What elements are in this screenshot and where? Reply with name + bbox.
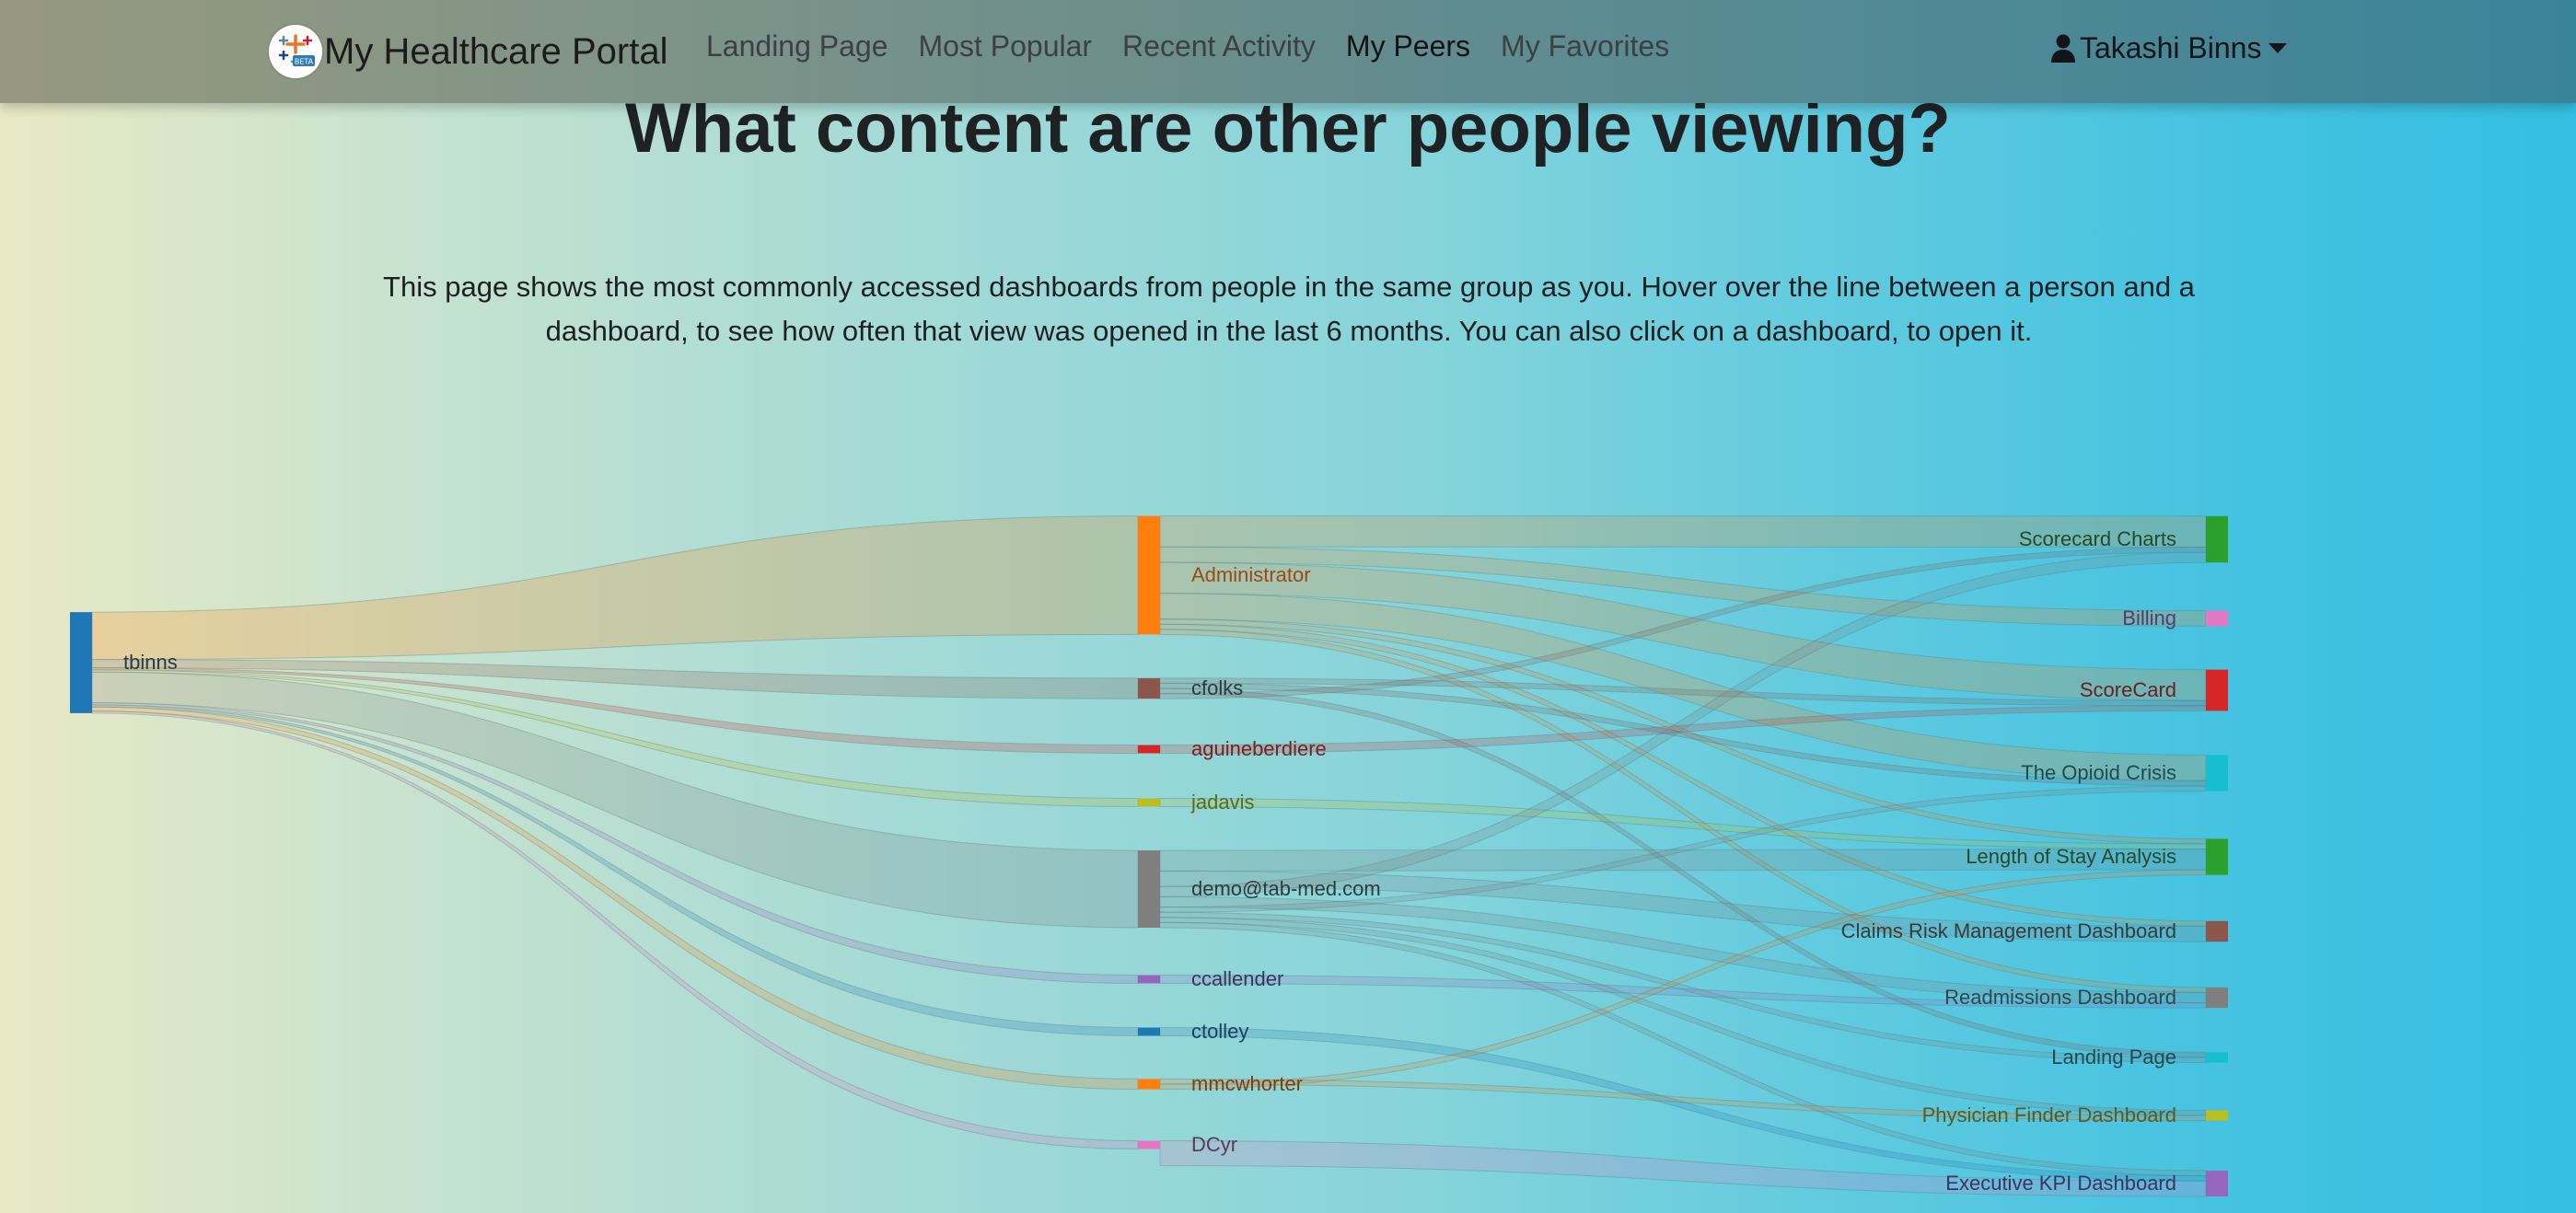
- node-label-dcyr: DCyr: [1191, 1133, 1237, 1156]
- nav-recent-activity[interactable]: Recent Activity: [1122, 29, 1316, 63]
- node-dashboard-scorecard[interactable]: [2206, 669, 2228, 711]
- link-demo-tab-med-com-to-executive-kpi-dashboard[interactable]: [1159, 921, 2207, 1177]
- node-peer-administrator[interactable]: [1138, 515, 1160, 635]
- beta-badge: BETA: [295, 58, 314, 66]
- nav-my-peers[interactable]: My Peers: [1345, 29, 1471, 63]
- dashboard-link-scorecard[interactable]: ScoreCard: [2080, 678, 2176, 701]
- link-jadavis-to-length-of-stay-analysis[interactable]: [1159, 797, 2207, 850]
- node-label-tbinns: tbinns: [123, 651, 178, 674]
- node-label-cfolks: cfolks: [1191, 676, 1243, 699]
- dashboard-link-landing-page[interactable]: Landing Page: [2051, 1045, 2176, 1069]
- node-label-aguineberdiere: aguineberdiere: [1191, 737, 1327, 760]
- link-tbinns-to-demo-tab-med-com[interactable]: [91, 671, 1139, 929]
- node-label-ctolley: ctolley: [1191, 1020, 1248, 1043]
- nav-my-favorites[interactable]: My Favorites: [1501, 29, 1670, 63]
- brand[interactable]: BETA My Healthcare Portal: [269, 22, 667, 81]
- node-dashboard-length-of-stay-analysis[interactable]: [2206, 838, 2228, 875]
- node-dashboard-claims-risk-management-dashboard[interactable]: [2206, 920, 2228, 942]
- link-tbinns-to-administrator[interactable]: [91, 515, 1139, 661]
- node-label-jadavis: jadavis: [1190, 791, 1254, 814]
- dashboard-link-claims-risk-management-dashboard[interactable]: Claims Risk Management Dashboard: [1841, 919, 2176, 942]
- nav-landing-page[interactable]: Landing Page: [706, 29, 888, 63]
- link-aguineberdiere-to-scorecard[interactable]: [1159, 705, 2207, 755]
- chevron-down-icon: [2269, 43, 2288, 53]
- node-dashboard-physician-finder-dashboard[interactable]: [2206, 1110, 2228, 1121]
- node-dashboard-landing-page[interactable]: [2206, 1052, 2228, 1063]
- node-peer-mmcwhorter[interactable]: [1138, 1079, 1160, 1090]
- node-peer-dcyr[interactable]: [1138, 1140, 1160, 1149]
- brand-title[interactable]: My Healthcare Portal: [324, 30, 668, 72]
- dashboard-link-length-of-stay-analysis[interactable]: Length of Stay Analysis: [1966, 845, 2176, 868]
- main-nav: Landing Page Most Popular Recent Activit…: [706, 29, 1700, 64]
- dashboard-link-billing[interactable]: Billing: [2122, 606, 2176, 630]
- user-name: Takashi Binns: [2080, 31, 2262, 64]
- node-dashboard-the-opioid-crisis[interactable]: [2206, 755, 2228, 791]
- link-administrator-to-billing[interactable]: [1159, 546, 2207, 627]
- page-intro: This page shows the most commonly access…: [383, 271, 2195, 347]
- node-label-administrator: Administrator: [1191, 563, 1311, 586]
- node-peer-ccallender[interactable]: [1138, 975, 1160, 984]
- user-icon: [2051, 34, 2075, 63]
- dashboard-link-scorecard-charts[interactable]: Scorecard Charts: [2019, 527, 2176, 550]
- node-dashboard-executive-kpi-dashboard[interactable]: [2206, 1171, 2228, 1196]
- nav-most-popular[interactable]: Most Popular: [918, 29, 1093, 63]
- node-label-demo-tab-med-com: demo@tab-med.com: [1191, 877, 1381, 900]
- node-peer-aguineberdiere[interactable]: [1138, 745, 1160, 754]
- node-dashboard-billing[interactable]: [2206, 610, 2228, 627]
- node-peer-jadavis[interactable]: [1138, 798, 1160, 807]
- link-tbinns-to-aguineberdiere[interactable]: [91, 667, 1139, 755]
- node-label-ccallender: ccallender: [1191, 967, 1283, 990]
- node-peer-ctolley[interactable]: [1138, 1027, 1160, 1036]
- node-dashboard-readmissions-dashboard[interactable]: [2206, 987, 2228, 1009]
- dashboard-link-physician-finder-dashboard[interactable]: Physician Finder Dashboard: [1922, 1103, 2176, 1126]
- node-tbinns: [70, 612, 92, 713]
- node-peer-demo-tab-med-com[interactable]: [1138, 850, 1160, 928]
- user-menu-dropdown[interactable]: Takashi Binns: [2050, 31, 2288, 65]
- node-dashboard-scorecard-charts[interactable]: [2206, 515, 2228, 563]
- dashboard-link-readmissions-dashboard[interactable]: Readmissions Dashboard: [1944, 986, 2176, 1009]
- node-label-mmcwhorter: mmcwhorter: [1191, 1072, 1303, 1095]
- top-navbar: BETA My Healthcare Portal Landing Page M…: [0, 0, 2576, 103]
- dashboard-link-executive-kpi-dashboard[interactable]: Executive KPI Dashboard: [1945, 1172, 2176, 1195]
- dashboard-link-the-opioid-crisis[interactable]: The Opioid Crisis: [2021, 761, 2176, 784]
- tableau-logo-icon: BETA: [269, 25, 322, 78]
- node-peer-cfolks[interactable]: [1138, 677, 1160, 699]
